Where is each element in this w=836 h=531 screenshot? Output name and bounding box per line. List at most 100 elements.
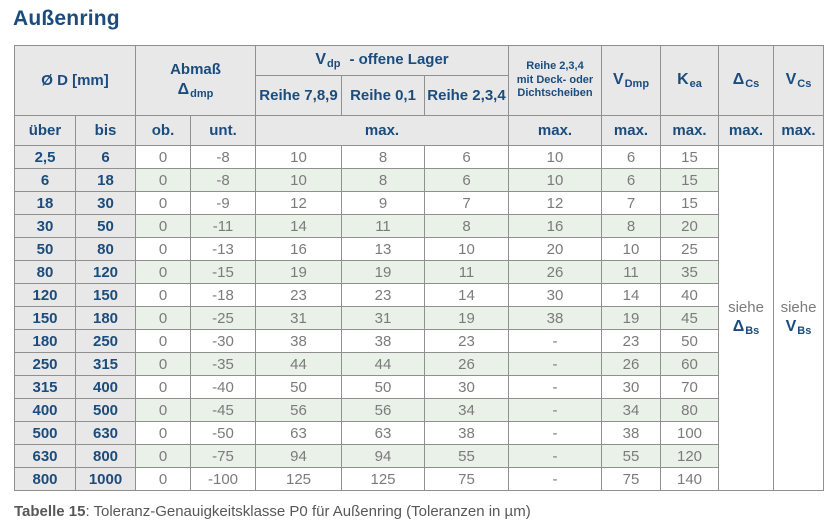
cell-ob: 0 <box>135 375 191 399</box>
cell-reihe-01: 8 <box>341 145 425 169</box>
table-caption: Tabelle 15: Toleranz-Genauigkeitsklasse … <box>14 503 531 520</box>
cell-unt: -30 <box>190 329 256 353</box>
cell-kea: 45 <box>660 306 719 330</box>
cell-vdmp: 30 <box>601 375 661 399</box>
cell-vdmp: 34 <box>601 398 661 422</box>
cell-reihe-01: 63 <box>341 421 425 445</box>
cell-vdmp: 38 <box>601 421 661 445</box>
cell-ob: 0 <box>135 237 191 261</box>
cell-reihe-01: 13 <box>341 237 425 261</box>
header-reihe-789: Reihe 7,8,9 <box>255 75 342 116</box>
table-row: 6 18 0 -8 10 8 6 10 6 15 <box>14 168 824 192</box>
cell-vdmp: 19 <box>601 306 661 330</box>
cell-kea: 70 <box>660 375 719 399</box>
header-diameter: Ø D [mm] <box>14 45 136 116</box>
cell-vdmp: 55 <box>601 444 661 468</box>
caption-text: : Toleranz-Genauigkeitsklasse P0 für Auß… <box>85 503 531 520</box>
cell-reihe-789: 38 <box>255 329 342 353</box>
cell-reihe-234: 23 <box>424 329 509 353</box>
table-row: 120 150 0 -18 23 23 14 30 14 40 <box>14 283 824 307</box>
cell-reihe-234: 7 <box>424 191 509 215</box>
cell-ob: 0 <box>135 329 191 353</box>
cell-reihe-789: 31 <box>255 306 342 330</box>
abmass-label: Abmaß <box>170 61 221 79</box>
header-max-deck: max. <box>508 115 602 146</box>
cell-kea: 15 <box>660 145 719 169</box>
cell-bis: 30 <box>75 191 136 215</box>
cell-reihe-01: 31 <box>341 306 425 330</box>
cell-reihe-234: 14 <box>424 283 509 307</box>
see-delta-bs-cell: siehe ΔBs <box>718 145 774 491</box>
cell-bis: 630 <box>75 421 136 445</box>
cell-unt: -11 <box>190 214 256 238</box>
cell-ueber: 18 <box>14 191 76 215</box>
cell-kea: 35 <box>660 260 719 284</box>
abmass-symbol: Δdmp <box>177 80 214 100</box>
header-row-1: Ø D [mm] Abmaß Δdmp Vdp - offene Lager Re… <box>14 45 824 116</box>
cell-ob: 0 <box>135 260 191 284</box>
cell-vdmp: 7 <box>601 191 661 215</box>
cell-bis: 315 <box>75 352 136 376</box>
cell-reihe-234: 11 <box>424 260 509 284</box>
cell-ob: 0 <box>135 398 191 422</box>
header-vdmp: VDmp <box>601 45 661 116</box>
header-unt: unt. <box>190 115 256 146</box>
cell-ueber: 6 <box>14 168 76 192</box>
cell-bis: 250 <box>75 329 136 353</box>
cell-vdmp: 14 <box>601 283 661 307</box>
cell-deck: 12 <box>508 191 602 215</box>
cell-ueber: 2,5 <box>14 145 76 169</box>
cell-reihe-01: 94 <box>341 444 425 468</box>
caption-label: Tabelle 15 <box>14 503 86 520</box>
cell-deck: 16 <box>508 214 602 238</box>
cell-reihe-234: 6 <box>424 145 509 169</box>
cell-reihe-234: 38 <box>424 421 509 445</box>
table-row: 500 630 0 -50 63 63 38 - 38 100 <box>14 421 824 445</box>
cell-reihe-01: 125 <box>341 467 425 491</box>
cell-deck: 38 <box>508 306 602 330</box>
cell-ob: 0 <box>135 168 191 192</box>
cell-vdmp: 8 <box>601 214 661 238</box>
cell-reihe-234: 8 <box>424 214 509 238</box>
cell-kea: 25 <box>660 237 719 261</box>
cell-ob: 0 <box>135 306 191 330</box>
cell-bis: 150 <box>75 283 136 307</box>
cell-reihe-234: 30 <box>424 375 509 399</box>
cell-ob: 0 <box>135 421 191 445</box>
table-body: 2,5 6 0 -8 10 8 6 10 6 15 siehe ΔBs sieh… <box>14 145 824 491</box>
cell-ueber: 120 <box>14 283 76 307</box>
header-bis: bis <box>75 115 136 146</box>
cell-reihe-01: 8 <box>341 168 425 192</box>
cell-deck: 30 <box>508 283 602 307</box>
cell-reihe-234: 34 <box>424 398 509 422</box>
cell-reihe-234: 6 <box>424 168 509 192</box>
cell-ueber: 180 <box>14 329 76 353</box>
cell-unt: -8 <box>190 145 256 169</box>
page-title: Außenring <box>13 7 120 30</box>
cell-ob: 0 <box>135 214 191 238</box>
cell-deck: 26 <box>508 260 602 284</box>
header-reihe-234: Reihe 2,3,4 <box>424 75 509 116</box>
cell-ueber: 80 <box>14 260 76 284</box>
cell-reihe-789: 23 <box>255 283 342 307</box>
cell-deck: - <box>508 352 602 376</box>
cell-bis: 18 <box>75 168 136 192</box>
cell-reihe-01: 50 <box>341 375 425 399</box>
header-max-vdp: max. <box>255 115 509 146</box>
cell-reihe-234: 26 <box>424 352 509 376</box>
cell-reihe-01: 38 <box>341 329 425 353</box>
cell-ob: 0 <box>135 283 191 307</box>
table-row: 630 800 0 -75 94 94 55 - 55 120 <box>14 444 824 468</box>
cell-reihe-01: 44 <box>341 352 425 376</box>
cell-reihe-01: 11 <box>341 214 425 238</box>
cell-ueber: 30 <box>14 214 76 238</box>
cell-reihe-789: 16 <box>255 237 342 261</box>
table-row: 50 80 0 -13 16 13 10 20 10 25 <box>14 237 824 261</box>
table-header: Ø D [mm] Abmaß Δdmp Vdp - offene Lager Re… <box>14 45 824 146</box>
header-vdp-group: Vdp - offene Lager <box>255 45 509 76</box>
header-row-3: über bis ob. unt. max. max. max. max. ma… <box>14 115 824 146</box>
cell-vdmp: 23 <box>601 329 661 353</box>
cell-ueber: 250 <box>14 352 76 376</box>
cell-ueber: 500 <box>14 421 76 445</box>
